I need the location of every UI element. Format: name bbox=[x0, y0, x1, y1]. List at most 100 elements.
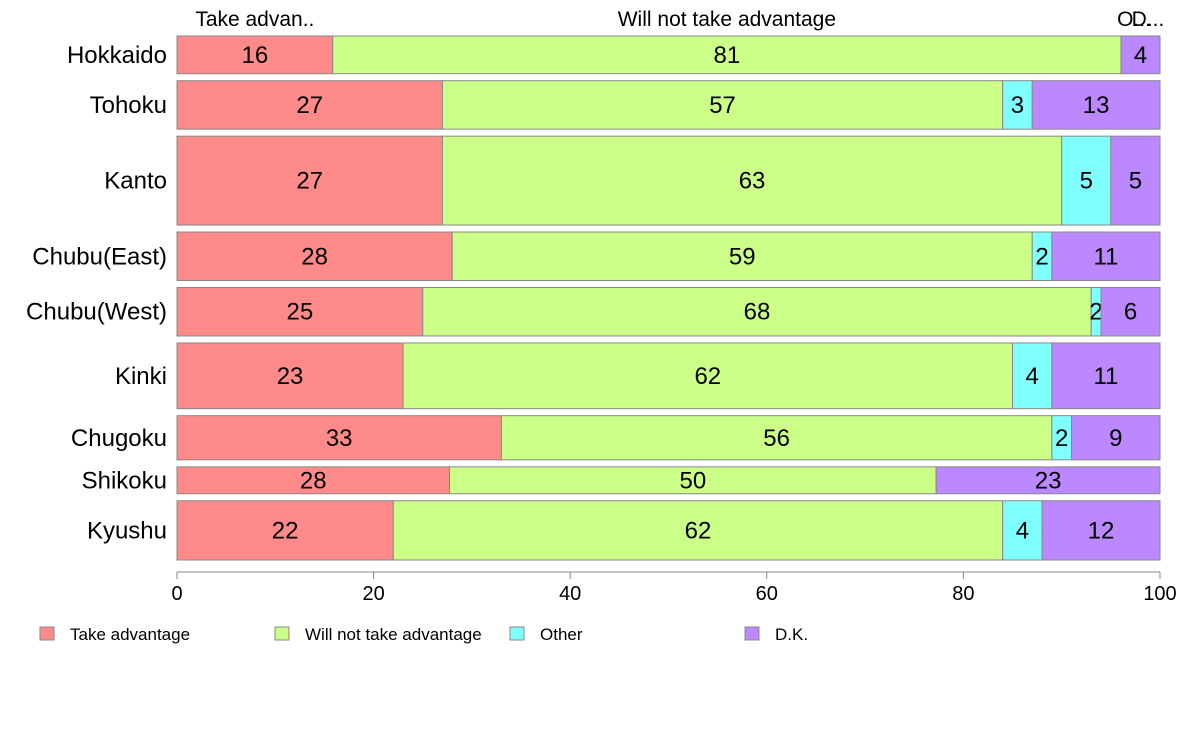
x-tick-label: 60 bbox=[756, 583, 778, 605]
bar-segment bbox=[441, 80, 1004, 130]
data-label: 68 bbox=[744, 299, 771, 326]
legend-swatch bbox=[744, 626, 760, 641]
x-tick-label: 20 bbox=[362, 583, 384, 605]
data-label: 11 bbox=[1093, 243, 1118, 270]
bar-row: 22 62 4 12 bbox=[176, 500, 1161, 561]
legend-item: Other bbox=[509, 625, 583, 644]
data-label: 23 bbox=[277, 363, 304, 390]
data-label: 62 bbox=[685, 517, 712, 544]
bar-segment bbox=[1031, 80, 1161, 130]
data-label: 4 bbox=[1026, 363, 1039, 390]
data-label: 4 bbox=[1134, 42, 1147, 69]
column-header: O... bbox=[1117, 8, 1151, 31]
data-label: 2 bbox=[1035, 243, 1048, 270]
bar-row: 28 50 23 bbox=[176, 466, 1161, 495]
legend-swatch bbox=[39, 626, 55, 641]
legend-swatch bbox=[509, 626, 525, 641]
x-tick-label: 0 bbox=[171, 583, 182, 605]
data-label: 11 bbox=[1093, 363, 1118, 390]
bar-segment bbox=[500, 415, 1053, 461]
data-label: 12 bbox=[1088, 517, 1115, 544]
data-label: 16 bbox=[242, 42, 269, 69]
column-header: Take advan.. bbox=[195, 8, 314, 31]
bar-segment bbox=[176, 466, 451, 495]
bar-segment bbox=[449, 466, 937, 495]
x-tick-label: 100 bbox=[1143, 583, 1176, 605]
data-label: 25 bbox=[287, 299, 314, 326]
bar-segment bbox=[1120, 35, 1161, 75]
legend-label: Other bbox=[540, 625, 583, 644]
x-axis: 0 20 40 60 80 100 bbox=[171, 571, 1177, 605]
bar-row: 23 62 4 11 bbox=[176, 342, 1161, 410]
data-label: 59 bbox=[729, 243, 756, 270]
category-label: Kyushu bbox=[87, 517, 167, 544]
data-label: 23 bbox=[1035, 467, 1062, 494]
bar-segment bbox=[1012, 342, 1053, 410]
bar-segment bbox=[422, 286, 1092, 337]
category-label: Chubu(West) bbox=[26, 299, 167, 326]
legend: Take advantage Will not take advantage Oth… bbox=[39, 625, 808, 644]
category-label: Chugoku bbox=[71, 425, 167, 452]
data-label: 28 bbox=[301, 243, 328, 270]
bar-row: 28 59 2 11 bbox=[176, 231, 1161, 281]
bar-segment bbox=[392, 500, 1004, 561]
bar-segment bbox=[1110, 135, 1161, 226]
bar-segment bbox=[1071, 415, 1161, 461]
legend-item: Take advantage bbox=[39, 625, 190, 644]
data-label: 33 bbox=[326, 425, 353, 452]
bar-segment bbox=[1051, 231, 1161, 281]
bar-row: 33 56 2 9 bbox=[176, 415, 1161, 461]
data-label: 22 bbox=[272, 517, 299, 544]
legend-label: Will not take advantage bbox=[305, 625, 482, 644]
top-labels: Take advan.. Will not take advantage O...D… bbox=[195, 8, 1164, 31]
bar-segment bbox=[176, 286, 424, 337]
legend-item: D.K. bbox=[744, 625, 808, 644]
data-label: 2 bbox=[1089, 299, 1102, 326]
category-label: Tohoku bbox=[90, 92, 167, 119]
category-label: Shikoku bbox=[82, 467, 167, 494]
data-label: 57 bbox=[709, 92, 736, 119]
bar-segment bbox=[176, 135, 443, 226]
data-label: 28 bbox=[300, 467, 327, 494]
data-label: 63 bbox=[739, 168, 766, 195]
x-tick-label: 80 bbox=[952, 583, 974, 605]
bar-segment bbox=[451, 231, 1033, 281]
data-label: 4 bbox=[1016, 517, 1029, 544]
category-label: Kanto bbox=[104, 168, 167, 195]
bar-segment bbox=[1051, 342, 1161, 410]
data-label: 5 bbox=[1129, 168, 1142, 195]
data-label: 62 bbox=[694, 363, 721, 390]
column-header: D... bbox=[1132, 8, 1165, 31]
bar-row: 25 68 2 6 bbox=[176, 286, 1161, 337]
data-label: 27 bbox=[296, 92, 323, 119]
bar-segment bbox=[402, 342, 1014, 410]
data-label: 50 bbox=[679, 467, 706, 494]
bar-segment bbox=[176, 342, 404, 410]
data-label: 3 bbox=[1011, 92, 1024, 119]
legend-label: D.K. bbox=[775, 625, 808, 644]
bar-segment bbox=[935, 466, 1161, 495]
data-label: 81 bbox=[714, 42, 741, 69]
bar-segment bbox=[332, 35, 1122, 75]
category-label: Chubu(East) bbox=[32, 243, 167, 270]
data-label: 5 bbox=[1080, 168, 1093, 195]
legend-swatch bbox=[274, 626, 290, 641]
data-label: 13 bbox=[1083, 92, 1110, 119]
category-label: Kinki bbox=[115, 363, 167, 390]
bar-segment bbox=[1100, 286, 1161, 337]
column-header: Will not take advantage bbox=[618, 8, 836, 31]
data-label: 9 bbox=[1109, 425, 1122, 452]
legend-label: Take advantage bbox=[70, 625, 190, 644]
bar-row: 27 63 5 5 bbox=[176, 135, 1161, 226]
data-label: 27 bbox=[296, 168, 323, 195]
bar-segment bbox=[1041, 500, 1161, 561]
bar-segment bbox=[1002, 500, 1043, 561]
legend-item: Will not take advantage bbox=[274, 625, 482, 644]
x-tick-label: 40 bbox=[559, 583, 581, 605]
data-label: 56 bbox=[763, 425, 790, 452]
bar-segment bbox=[1061, 135, 1112, 226]
bar-segment bbox=[176, 415, 502, 461]
bar-segment bbox=[1002, 80, 1033, 130]
